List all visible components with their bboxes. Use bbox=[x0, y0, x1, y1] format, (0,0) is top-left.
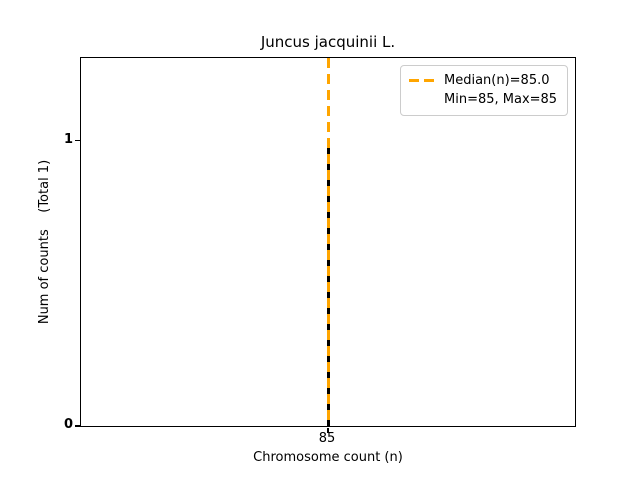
y-tick-label: 1 bbox=[63, 131, 73, 147]
y-axis-label: Num of counts (Total 1) bbox=[37, 159, 52, 325]
legend-entry-minmax: Min=85, Max=85 bbox=[409, 90, 559, 109]
legend-label-median: Median(n)=85.0 bbox=[444, 73, 550, 88]
legend: Median(n)=85.0 Min=85, Max=85 bbox=[400, 65, 568, 116]
plot-area: Median(n)=85.0 Min=85, Max=85 bbox=[74, 57, 576, 433]
y-tick-mark bbox=[74, 425, 80, 427]
chart-title: Juncus jacquinii L. bbox=[260, 33, 396, 51]
x-tick-label: 85 bbox=[318, 431, 336, 446]
x-axis-label: Chromosome count (n) bbox=[253, 450, 403, 465]
y-tick-label: 0 bbox=[63, 417, 73, 432]
legend-label-minmax: Min=85, Max=85 bbox=[444, 92, 558, 107]
x-tick-mark bbox=[327, 427, 329, 433]
legend-sample-empty bbox=[409, 98, 436, 101]
legend-entry-median: Median(n)=85.0 bbox=[409, 71, 559, 90]
y-tick-mark bbox=[74, 139, 80, 142]
median-line bbox=[326, 58, 330, 426]
dashed-line-icon bbox=[409, 79, 436, 82]
